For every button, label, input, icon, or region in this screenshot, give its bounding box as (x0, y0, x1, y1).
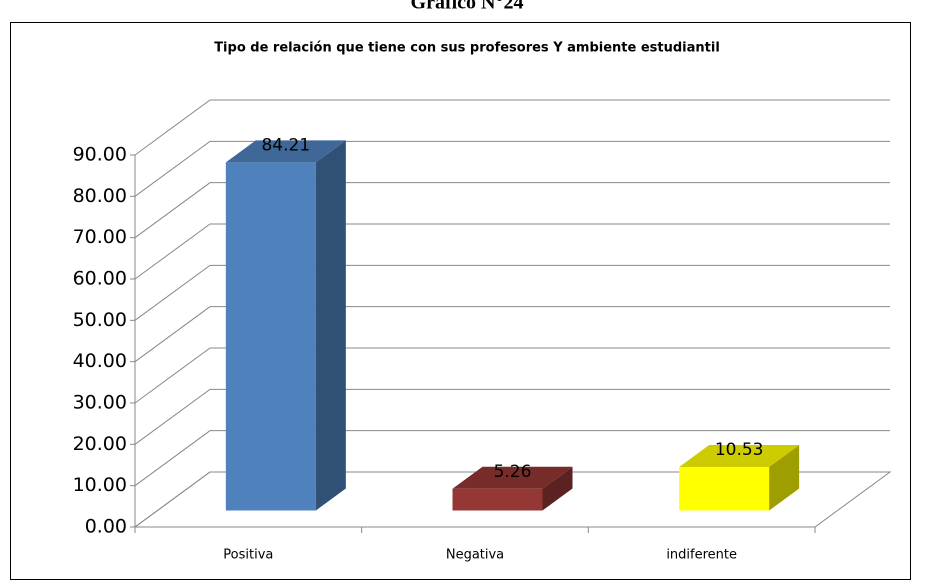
grid-line (134, 388, 890, 445)
y-tick-label: 80.00 (73, 185, 127, 207)
grid-line (134, 347, 890, 404)
grid-line (134, 264, 890, 321)
value-label: 5.26 (494, 462, 532, 482)
heading: Gráfico N°24 (411, 0, 524, 14)
chart-title: Tipo de relación que tiene con sus profe… (214, 41, 720, 56)
value-label: 10.53 (715, 440, 764, 460)
bar-top (225, 140, 346, 163)
grid-line (134, 223, 890, 280)
y-tick-label: 40.00 (73, 350, 127, 372)
y-tick-label: 70.00 (73, 226, 127, 248)
bar-front (225, 162, 316, 511)
bar-front (679, 466, 770, 511)
y-tick-label: 60.00 (73, 268, 127, 290)
y-tick-label: 50.00 (73, 309, 127, 331)
x-tick-label: indiferente (666, 548, 737, 563)
grid-line (134, 430, 890, 487)
grid-line (134, 471, 890, 528)
bar-top (452, 466, 573, 489)
value-label: 84.21 (261, 135, 310, 155)
x-tick-label: Negativa (446, 548, 504, 563)
y-tick-label: 20.00 (73, 433, 127, 455)
grid-line (134, 99, 890, 156)
grid-line (134, 140, 890, 197)
grid-line (134, 182, 890, 239)
chart-border (10, 22, 911, 580)
y-tick-label: 30.00 (73, 392, 127, 414)
y-tick-label: 90.00 (73, 144, 127, 166)
bar-top (679, 444, 800, 467)
bar-side (769, 444, 800, 511)
y-tick-label: 0.00 (85, 516, 127, 538)
grid-line (134, 306, 890, 363)
y-tick-label: 10.00 (73, 474, 127, 496)
bar-side (315, 140, 346, 511)
x-tick-label: Positiva (223, 548, 273, 563)
bar-side (542, 466, 573, 511)
bar-front (452, 488, 543, 511)
